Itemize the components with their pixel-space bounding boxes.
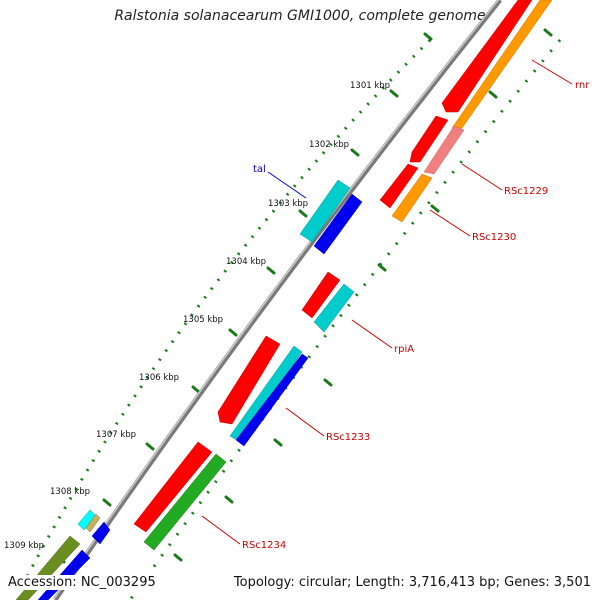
gene-feature[interactable]	[313, 193, 363, 255]
gene-label-rsc1233: RSc1233	[326, 432, 370, 443]
tick-label: 1308 kbp	[50, 487, 90, 497]
inner-ticks	[173, 28, 553, 562]
genome-backbone	[52, 0, 502, 600]
gene-feature[interactable]	[85, 513, 101, 533]
gene-feature[interactable]	[313, 283, 355, 333]
gene-feature[interactable]	[235, 353, 309, 447]
gene-label-rsc1230: RSc1230	[472, 232, 516, 243]
gene-feature[interactable]	[409, 115, 449, 163]
gene-feature[interactable]	[379, 163, 419, 209]
tick-label: 1301 kbp	[350, 81, 390, 91]
gene-feature[interactable]	[143, 453, 227, 551]
gene-feature[interactable]	[301, 271, 341, 319]
gene-feature[interactable]	[133, 441, 213, 533]
gene-feature[interactable]	[441, 0, 533, 113]
gene-feature[interactable]	[217, 335, 281, 425]
gene-label-rsc1234: RSc1234	[242, 540, 286, 551]
gene-feature[interactable]	[423, 125, 465, 175]
gene-feature[interactable]	[91, 521, 111, 545]
callout-lines	[201, 59, 573, 545]
tick-label: 1307 kbp	[96, 430, 136, 440]
gene-label-rsc1229: RSc1229	[504, 186, 548, 197]
gene-label-rnr: rnr	[575, 80, 590, 91]
gene-label-rpia: rpiA	[394, 344, 414, 355]
tick-label: 1309 kbp	[4, 541, 44, 551]
tick-label: 1302 kbp	[309, 140, 349, 150]
tick-label: 1303 kbp	[268, 199, 308, 209]
accession-text: Accession: NC_003295	[8, 575, 156, 590]
topology-text: Topology: circular; Length: 3,716,413 bp…	[233, 575, 591, 590]
gene-feature[interactable]	[77, 509, 97, 531]
major-ticks	[56, 32, 433, 564]
gene-feature[interactable]	[299, 179, 351, 243]
map-title: Ralstonia solanacearum GMI1000, complete…	[114, 8, 486, 24]
tick-label: 1305 kbp	[183, 315, 223, 325]
tick-label: 1304 kbp	[226, 257, 266, 267]
gene-feature[interactable]	[451, 0, 553, 129]
scale-dots	[18, 38, 432, 591]
gene-label-tal: tal	[253, 164, 266, 175]
gene-feature[interactable]	[391, 173, 433, 223]
tick-label: 1306 kbp	[139, 373, 179, 383]
